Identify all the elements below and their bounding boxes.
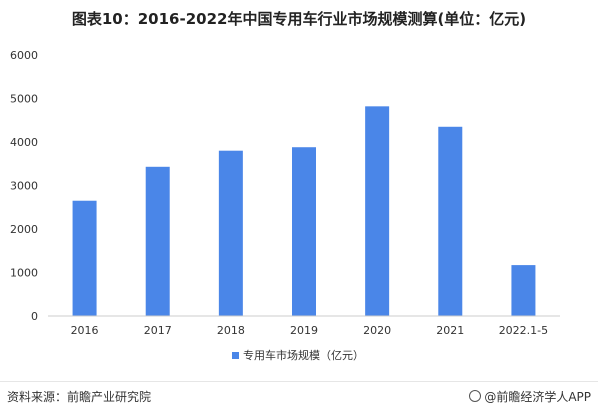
x-axis: 2016 2017 2018 2019 2020 2021 2022.1-5 (48, 315, 560, 337)
legend-swatch (232, 352, 239, 359)
y-tick-label: 3000 (10, 180, 38, 193)
x-tick-label: 2018 (217, 324, 245, 337)
bar-2017 (145, 166, 170, 316)
brand-label: @前瞻经济学人APP (469, 388, 591, 405)
brand-logo-icon (469, 390, 482, 402)
legend: 专用车市场规模（亿元） (232, 348, 364, 362)
x-tick-label: 2017 (144, 324, 172, 337)
footer: 资料来源：前瞻产业研究院 @前瞻经济学人APP (0, 381, 598, 414)
bar-2019 (292, 147, 316, 316)
source-note: 资料来源：前瞻产业研究院 (7, 390, 152, 404)
x-tick-label: 2022.1-5 (499, 324, 548, 337)
y-tick-label: 2000 (10, 223, 38, 236)
y-tick-label: 6000 (10, 49, 38, 62)
x-tick-label: 2021 (436, 324, 464, 337)
y-tick-label: 0 (31, 310, 38, 323)
bar-2020 (365, 106, 390, 316)
bar-2021 (438, 126, 463, 317)
y-axis: 0 1000 2000 3000 4000 5000 6000 (10, 49, 38, 323)
bar-2022.1-5 (511, 265, 536, 316)
y-tick-label: 5000 (10, 93, 38, 106)
bar-2016 (72, 200, 97, 316)
y-tick-label: 1000 (10, 267, 38, 280)
legend-label: 专用车市场规模（亿元） (243, 348, 364, 362)
y-tick-label: 4000 (10, 136, 38, 149)
x-tick-label: 2019 (290, 324, 318, 337)
brand-text: @前瞻经济学人APP (484, 390, 591, 404)
x-tick-label: 2020 (363, 324, 391, 337)
bars (72, 106, 536, 317)
chart-title: 图表10：2016-2022年中国专用车行业市场规模测算(单位：亿元) (71, 10, 527, 28)
x-tick-label: 2016 (71, 324, 99, 337)
bar-2018 (218, 150, 243, 316)
